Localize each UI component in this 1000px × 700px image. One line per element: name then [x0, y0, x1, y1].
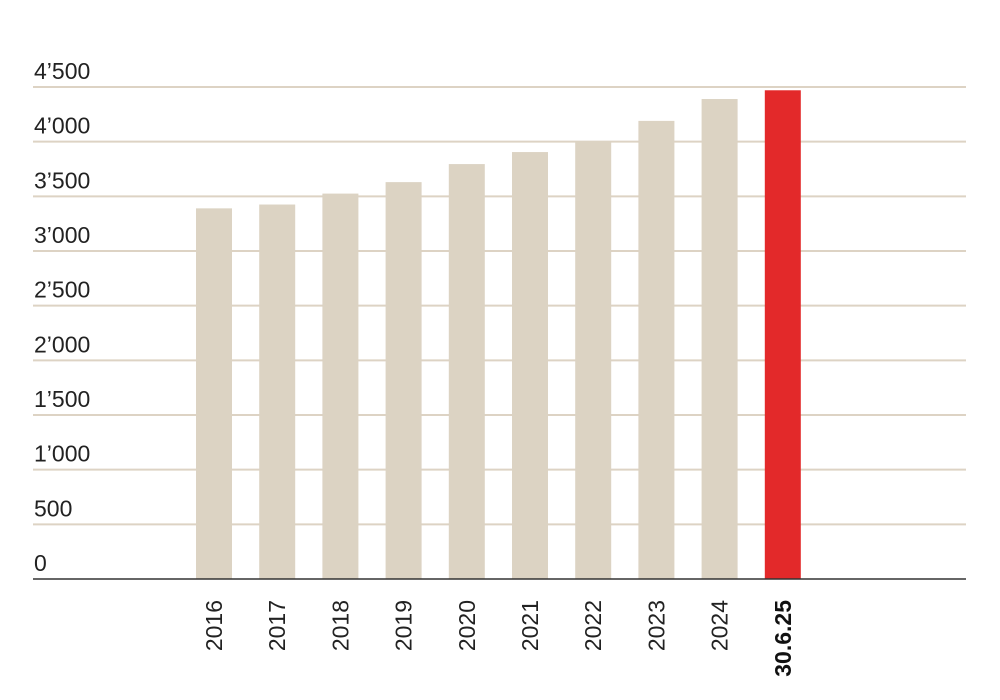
y-tick-label: 0 — [34, 550, 47, 576]
x-category-label: 2024 — [707, 600, 733, 651]
y-tick-label: 4’500 — [34, 58, 90, 84]
bar-2016 — [196, 208, 232, 580]
y-tick-label: 500 — [34, 495, 72, 521]
x-category-label: 2017 — [264, 600, 290, 651]
x-category-label: 30.6.25 — [770, 600, 796, 677]
x-category-label: 2021 — [517, 600, 543, 651]
x-axis-category-labels: 2016 2017 2018 2019 2020 2021 2022 2023 2024 30.6… — [201, 600, 796, 677]
y-tick-label: 3’000 — [34, 222, 90, 248]
x-category-label: 2022 — [580, 600, 606, 651]
y-tick-label: 2’500 — [34, 277, 90, 303]
bar-30.6.25 — [764, 90, 801, 579]
y-tick-label: 1’000 — [34, 441, 90, 467]
bar-2022 — [575, 141, 612, 579]
y-axis-tick-labels: 0 500 1’000 1’500 2’000 2’500 3’000 3’500 4’000 4… — [34, 58, 90, 576]
y-tick-label: 2’000 — [34, 331, 90, 357]
x-category-label: 2018 — [327, 600, 353, 651]
bar-2018 — [322, 193, 359, 579]
bars — [196, 90, 801, 580]
bar-2024 — [701, 99, 738, 579]
x-category-label: 2020 — [454, 600, 480, 651]
y-tick-label: 4’000 — [34, 113, 90, 139]
bar-2017 — [259, 204, 296, 580]
y-tick-label: 3’500 — [34, 167, 90, 193]
x-category-label: 2019 — [391, 600, 417, 651]
y-tick-label: 1’500 — [34, 386, 90, 412]
x-category-label: 2016 — [201, 600, 227, 651]
x-category-label: 2023 — [643, 600, 669, 651]
bar-2023 — [638, 120, 675, 579]
bar-2019 — [385, 182, 422, 579]
bar-2021 — [512, 152, 548, 579]
gridlines — [33, 86, 966, 526]
bar-2020 — [448, 164, 485, 579]
